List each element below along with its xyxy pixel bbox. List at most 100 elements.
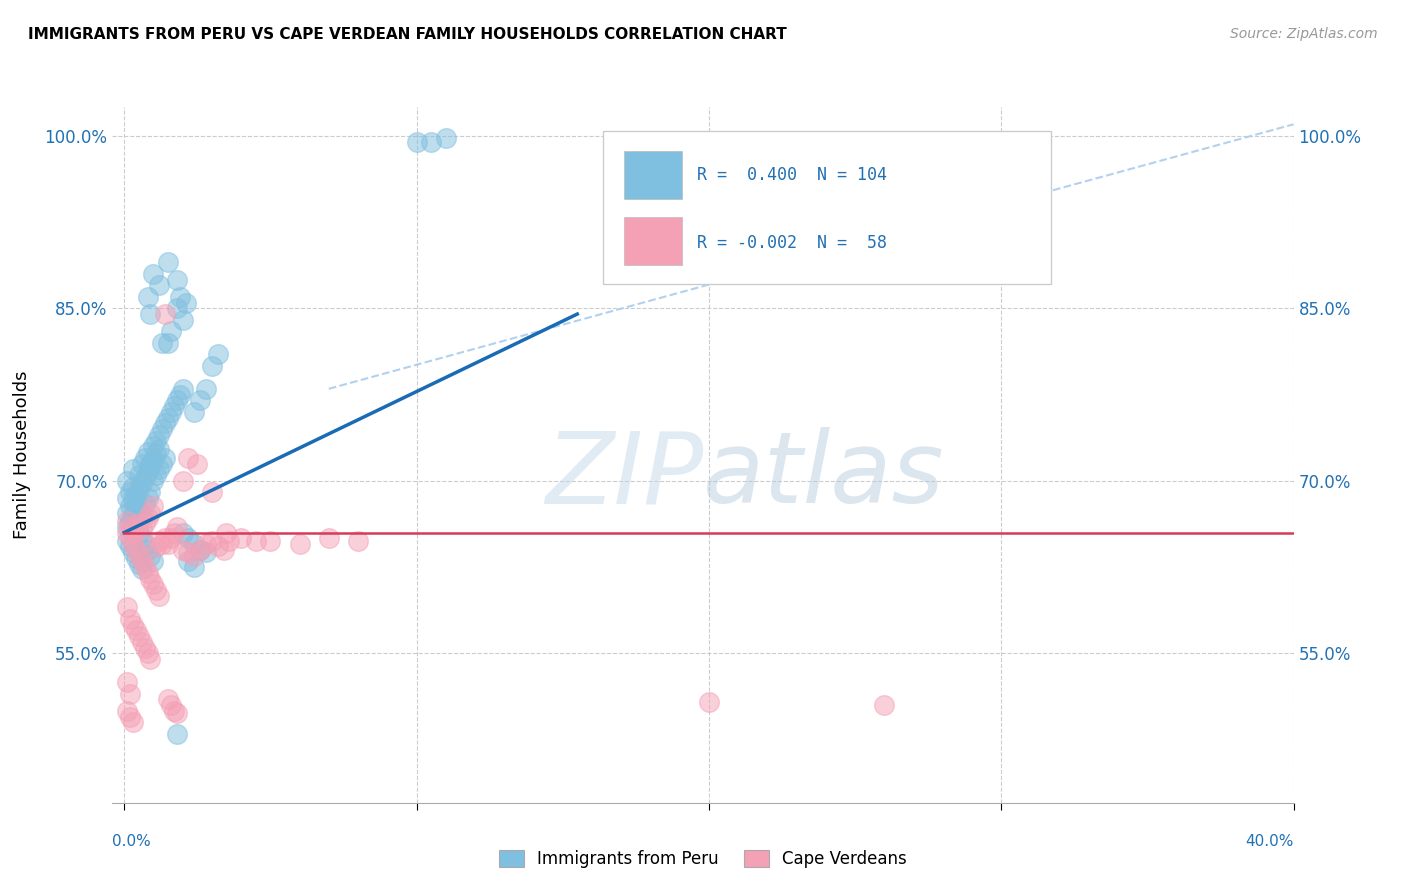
Text: 0.0%: 0.0% xyxy=(112,834,152,849)
Point xyxy=(145,541,167,555)
Point xyxy=(125,550,148,565)
Point xyxy=(136,491,159,505)
Point xyxy=(115,520,138,534)
Point xyxy=(160,531,183,545)
Point xyxy=(142,499,165,513)
Point xyxy=(195,382,218,396)
Point xyxy=(229,531,252,545)
Point xyxy=(134,537,156,551)
Point xyxy=(122,508,145,523)
Point xyxy=(215,525,238,540)
Point xyxy=(145,447,167,461)
Text: 40.0%: 40.0% xyxy=(1246,834,1294,849)
Point xyxy=(136,542,159,557)
Point xyxy=(153,417,176,431)
Text: R = -0.002  N =  58: R = -0.002 N = 58 xyxy=(697,234,887,252)
Point xyxy=(142,439,165,453)
Point xyxy=(163,704,186,718)
Point xyxy=(183,560,205,574)
Point xyxy=(145,582,167,597)
Point xyxy=(201,359,224,373)
Point xyxy=(148,533,170,548)
Point xyxy=(347,533,370,548)
Point xyxy=(177,450,200,465)
Point xyxy=(122,493,145,508)
Point xyxy=(172,313,194,327)
Point xyxy=(259,533,281,548)
Point xyxy=(128,525,150,540)
Point xyxy=(150,537,173,551)
Point xyxy=(139,458,162,473)
Point xyxy=(166,727,188,741)
Point xyxy=(125,497,148,511)
Legend: Immigrants from Peru, Cape Verdeans: Immigrants from Peru, Cape Verdeans xyxy=(492,843,914,875)
Point xyxy=(434,131,457,145)
Point xyxy=(134,560,156,574)
Point xyxy=(188,393,211,408)
Point xyxy=(122,479,145,493)
Point xyxy=(160,698,183,712)
Point xyxy=(318,531,340,545)
Point xyxy=(166,706,188,720)
Point xyxy=(125,624,148,638)
Point xyxy=(201,533,224,548)
Point xyxy=(148,442,170,456)
Point xyxy=(115,525,138,540)
Point xyxy=(136,566,159,580)
FancyBboxPatch shape xyxy=(624,151,682,199)
Point xyxy=(122,537,145,551)
Point xyxy=(118,709,141,723)
Point xyxy=(177,531,200,545)
Point xyxy=(212,542,235,557)
Point xyxy=(150,422,173,436)
Point xyxy=(134,497,156,511)
Point xyxy=(218,533,240,548)
Point xyxy=(131,562,153,576)
Point xyxy=(128,516,150,531)
Point xyxy=(118,612,141,626)
Point xyxy=(188,542,211,557)
Point xyxy=(873,698,896,712)
Point xyxy=(115,600,138,615)
Point xyxy=(207,539,229,553)
Point xyxy=(122,462,145,476)
Point xyxy=(118,499,141,513)
Point xyxy=(172,525,194,540)
Point xyxy=(128,502,150,516)
Point xyxy=(134,640,156,655)
Point xyxy=(148,278,170,293)
Point xyxy=(118,485,141,500)
Point xyxy=(134,470,156,484)
Point xyxy=(166,520,188,534)
Point xyxy=(172,382,194,396)
Point xyxy=(118,539,141,553)
Point xyxy=(169,387,191,401)
Point xyxy=(131,457,153,471)
Point xyxy=(142,577,165,591)
Point xyxy=(139,652,162,666)
Point xyxy=(157,537,180,551)
Point xyxy=(183,405,205,419)
Point xyxy=(131,531,153,545)
Point xyxy=(128,549,150,563)
Point xyxy=(139,572,162,586)
Point xyxy=(186,457,208,471)
Point xyxy=(139,307,162,321)
Point xyxy=(142,453,165,467)
Point xyxy=(115,675,138,690)
Point xyxy=(118,514,141,528)
Point xyxy=(157,410,180,425)
Point xyxy=(122,545,145,559)
Point xyxy=(125,502,148,516)
Point xyxy=(118,520,141,534)
Point xyxy=(139,549,162,563)
Point xyxy=(142,554,165,568)
Point xyxy=(245,533,267,548)
Text: Source: ZipAtlas.com: Source: ZipAtlas.com xyxy=(1230,27,1378,41)
Point xyxy=(145,468,167,483)
Text: IMMIGRANTS FROM PERU VS CAPE VERDEAN FAMILY HOUSEHOLDS CORRELATION CHART: IMMIGRANTS FROM PERU VS CAPE VERDEAN FAM… xyxy=(28,27,787,42)
Point xyxy=(150,335,173,350)
Point xyxy=(131,508,153,523)
Point xyxy=(115,491,138,505)
Point xyxy=(142,267,165,281)
